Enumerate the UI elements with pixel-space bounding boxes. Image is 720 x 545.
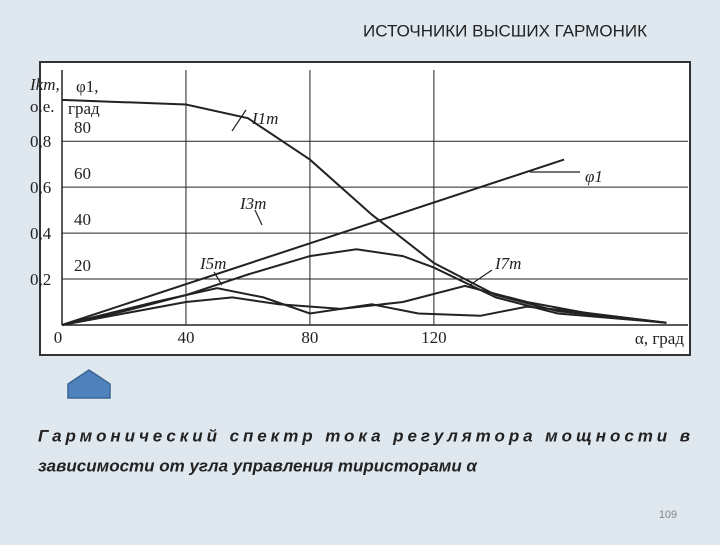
page-number: 109 [659,509,677,521]
y2-axis-label: φ1, [76,77,99,96]
y-tick-label: 0,8 [30,132,51,151]
x-tick-label: 80 [301,328,318,347]
series-label: I3m [239,194,266,213]
x-axis-label: α, град [635,329,684,348]
label-pointer [213,271,223,286]
y-tick-label: 0,2 [30,270,51,289]
up-arrow-icon [67,369,111,399]
x-tick-label: 0 [54,328,63,347]
y-tick-label: 0,4 [30,224,52,243]
y2-tick-label: 20 [74,256,91,275]
y-axis-label: Ikm, [29,75,60,94]
caption: зависимости от угла управления тиристора… [38,456,478,475]
y2-tick-label: 60 [74,164,91,183]
slide-title: ИСТОЧНИКИ ВЫСШИХ ГАРМОНИК [363,21,647,40]
y-tick-label: 0,6 [30,178,51,197]
y-axis-label: о.е. [30,97,55,116]
label-pointer [469,269,493,286]
x-tick-label: 40 [177,328,194,347]
series-label: I7m [494,254,521,273]
y2-tick-label: 80 [74,118,91,137]
caption: Гармонический спектр тока регулятора мощ… [38,426,690,445]
x-tick-label: 120 [421,328,447,347]
label-pointer [231,109,247,132]
series-label: I5m [199,254,226,273]
series-label: φ1 [585,167,603,186]
y2-axis-label: град [68,99,100,118]
label-pointer [254,209,263,226]
line-series [61,98,667,324]
y2-tick-label: 40 [74,210,91,229]
line-series [61,158,565,326]
series-label: I1m [251,109,278,128]
line-series [61,287,667,326]
